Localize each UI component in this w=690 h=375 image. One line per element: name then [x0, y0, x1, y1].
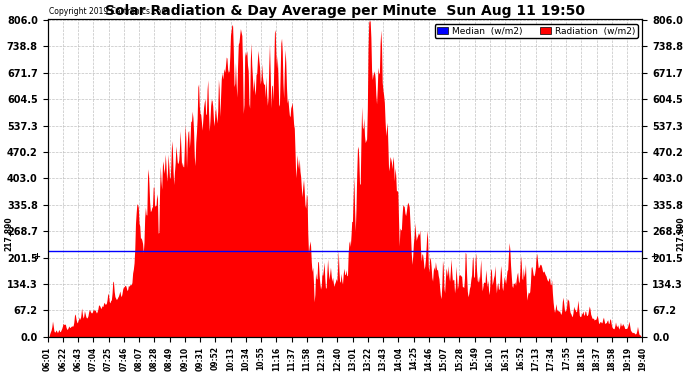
Title: Solar Radiation & Day Average per Minute  Sun Aug 11 19:50: Solar Radiation & Day Average per Minute… [105, 4, 585, 18]
Text: 217.890: 217.890 [677, 216, 686, 251]
Text: +: + [650, 252, 657, 261]
Text: +: + [33, 252, 40, 261]
Legend: Median  (w/m2), Radiation  (w/m2): Median (w/m2), Radiation (w/m2) [435, 24, 638, 38]
Text: Copyright 2019 Cartronics.com: Copyright 2019 Cartronics.com [49, 7, 168, 16]
Text: 217.890: 217.890 [4, 216, 13, 251]
